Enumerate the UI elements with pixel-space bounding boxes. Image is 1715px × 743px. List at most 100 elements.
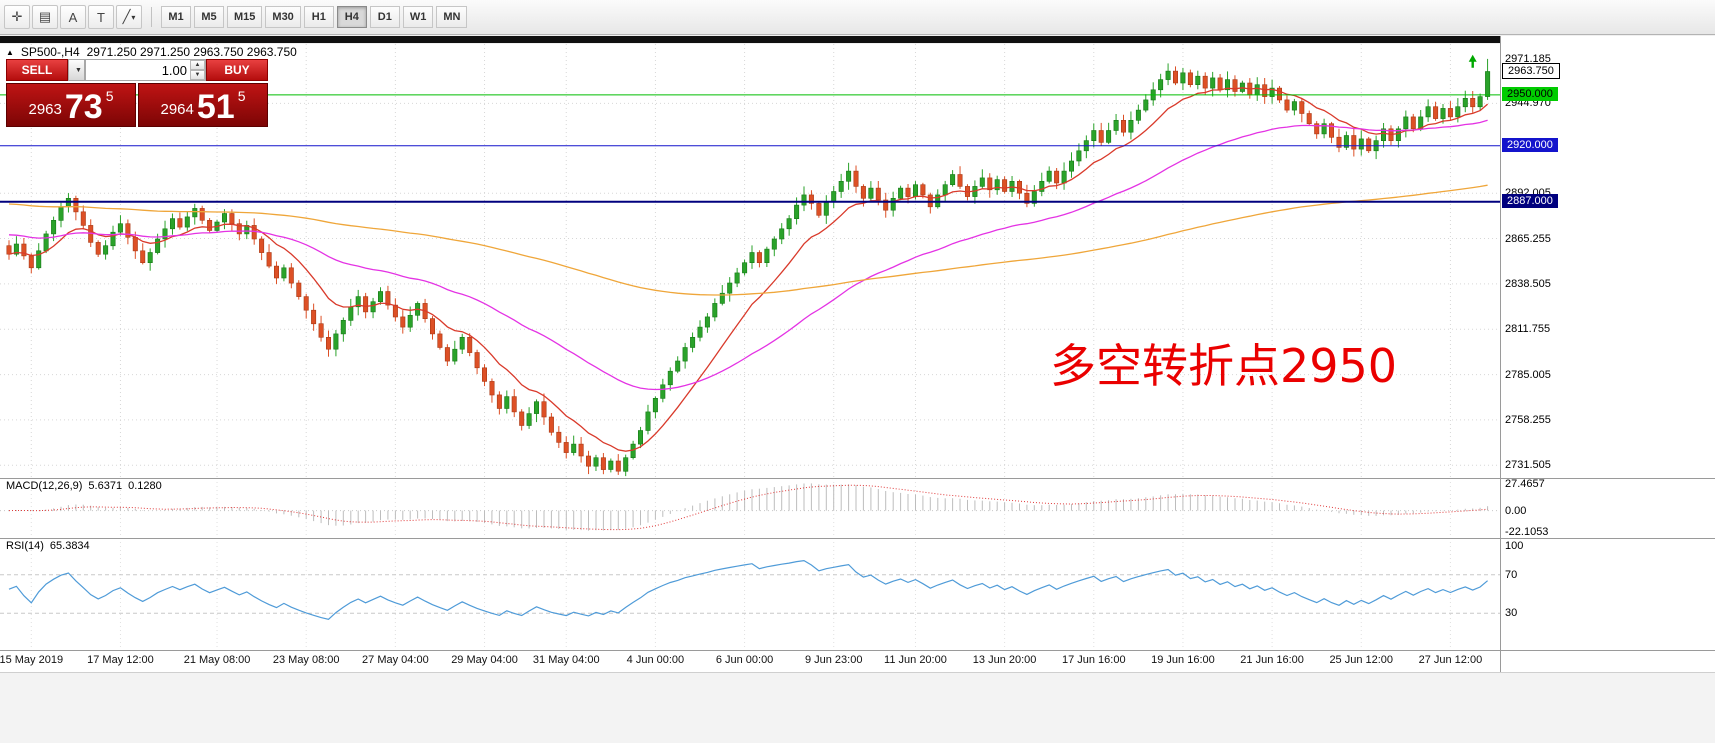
time-axis-label: 15 May 2019 — [0, 654, 64, 666]
time-axis-label: 11 Jun 20:00 — [884, 654, 947, 666]
time-axis-label: 21 Jun 16:00 — [1240, 654, 1304, 666]
time-axis-label: 17 May 12:00 — [87, 654, 154, 666]
text-label-icon[interactable]: A — [60, 5, 86, 29]
hline-price-tag: 2950.000 — [1502, 86, 1558, 101]
timeframe-h1-button[interactable]: H1 — [303, 6, 334, 28]
volume-dropdown-button[interactable]: ▼ — [68, 59, 85, 81]
macd-name: MACD(12,26,9) — [6, 480, 83, 492]
axis-tick: 2758.255 — [1505, 413, 1551, 426]
time-axis-label: 6 Jun 00:00 — [715, 654, 774, 666]
pane-separator[interactable] — [0, 538, 1715, 539]
chart-window-top-strip — [0, 36, 1500, 43]
grid-glyph: ▤ — [38, 9, 52, 24]
draw-shapes-icon[interactable]: ╱ ▾ — [116, 5, 142, 29]
bid-price-box[interactable]: 2963 73 5 — [6, 83, 136, 127]
macd-axis-tick: 0.00 — [1505, 504, 1527, 517]
timeframe-d1-button[interactable]: D1 — [369, 6, 400, 28]
grid-icon[interactable]: ▤ — [32, 5, 58, 29]
hline-price-tag: 2920.000 — [1502, 137, 1558, 152]
time-axis-label: 27 May 04:00 — [362, 654, 429, 666]
ask-prefix: 2964 — [160, 101, 194, 118]
macd-signal-value: 0.1280 — [128, 480, 162, 492]
timeframe-m5-button[interactable]: M5 — [194, 6, 224, 28]
chart-annotation-text: 多空转折点2950 — [1050, 339, 1398, 393]
one-click-trade-panel: SELL ▼ ▲ ▼ BUY 2963 73 5 296 — [6, 59, 268, 127]
macd-axis-tick: 27.4657 — [1505, 478, 1545, 490]
macd-pane[interactable]: MACD(12,26,9) 5.6371 0.1280 — [0, 478, 1500, 538]
volume-field-wrap: ▲ ▼ — [85, 59, 206, 81]
axis-tick: 2838.505 — [1505, 277, 1551, 290]
rsi-canvas[interactable] — [0, 538, 1500, 650]
time-axis-label: 4 Jun 00:00 — [626, 654, 685, 666]
rsi-axis-tick: 30 — [1505, 607, 1518, 620]
macd-label: MACD(12,26,9) 5.6371 0.1280 — [6, 480, 162, 492]
bid-sup-digit: 5 — [105, 88, 114, 104]
time-axis-label: 23 May 08:00 — [272, 654, 340, 666]
ohlc-text: 2971.250 2971.250 2963.750 2963.750 — [86, 45, 297, 59]
axis-high-label: 2971.185 — [1505, 52, 1551, 65]
timeframe-m1-button[interactable]: M1 — [161, 6, 191, 28]
ask-price-box[interactable]: 2964 51 5 — [138, 83, 268, 127]
time-axis-label: 13 Jun 20:00 — [972, 654, 1037, 666]
timeframe-m15-button[interactable]: M15 — [227, 6, 263, 28]
chart-cursor-glyph: ✛ — [11, 9, 23, 24]
volume-down-button[interactable]: ▼ — [190, 70, 205, 80]
time-axis-label: 19 Jun 16:00 — [1151, 654, 1215, 666]
ask-sup-digit: 5 — [237, 88, 246, 104]
macd-axis-tick: -22.1053 — [1505, 526, 1549, 538]
window-bottom-area — [0, 672, 1715, 743]
text-label-glyph: A — [68, 9, 78, 25]
axis-separator — [1500, 36, 1501, 672]
time-axis[interactable]: 15 May 2019 17 May 12:00 21 May 08:00 23 Ma… — [0, 650, 1500, 672]
rsi-pane[interactable]: RSI(14) 65.3834 — [0, 538, 1500, 650]
current-price-tag: 2963.750 — [1502, 62, 1560, 79]
shapes-caret-icon: ▾ — [131, 12, 136, 22]
volume-up-button[interactable]: ▲ — [190, 60, 205, 70]
candlestick-chart-canvas[interactable] — [0, 44, 1500, 478]
text-box-glyph: T — [97, 9, 105, 25]
timeframe-m30-button[interactable]: M30 — [265, 6, 301, 28]
axis-tick: 2865.255 — [1505, 232, 1551, 245]
time-axis-label: 31 May 04:00 — [532, 654, 600, 666]
chart-cursor-icon[interactable]: ✛ — [4, 5, 30, 29]
rsi-axis-tick: 100 — [1505, 540, 1524, 552]
pane-separator[interactable] — [0, 478, 1715, 479]
time-axis-label: 9 Jun 23:00 — [804, 654, 863, 666]
axis-tick: 2811.755 — [1505, 323, 1551, 336]
axis-tick: 2731.505 — [1505, 459, 1551, 472]
pane-separator — [0, 650, 1715, 651]
rsi-label: RSI(14) 65.3834 — [6, 540, 90, 552]
time-axis-label: 21 May 08:00 — [183, 654, 251, 666]
rsi-name: RSI(14) — [6, 540, 44, 552]
time-axis-label: 25 Jun 12:00 — [1329, 654, 1394, 666]
time-axis-label: 27 Jun 12:00 — [1418, 654, 1483, 666]
ask-big-digits: 51 — [196, 88, 235, 127]
text-box-icon[interactable]: T — [88, 5, 114, 29]
symbol-text: SP500-,H4 — [20, 45, 80, 59]
top-toolbar: ✛ ▤ A T ╱ ▾ M1 M5 M15 M30 H1 H4 D1 W1 MN — [0, 0, 1715, 35]
rsi-value: 65.3834 — [49, 540, 90, 552]
volume-input[interactable] — [86, 60, 205, 80]
timeframe-w1-button[interactable]: W1 — [402, 6, 434, 28]
volume-stepper: ▲ ▼ — [190, 60, 205, 80]
rsi-axis-tick: 70 — [1505, 568, 1518, 581]
timeframe-h4-button[interactable]: H4 — [336, 6, 367, 28]
price-axis[interactable]: 2971.1852944.9702892.0052865.2552838.505… — [1500, 36, 1715, 672]
time-axis-label: 29 May 04:00 — [451, 654, 518, 666]
price-chart-pane[interactable]: ▲ SP500-,H4 2971.250 2971.250 2963.750 2… — [0, 44, 1500, 478]
timeframe-mn-button[interactable]: MN — [436, 6, 468, 28]
sell-button[interactable]: SELL — [6, 59, 68, 81]
draw-shapes-glyph: ╱ — [122, 9, 131, 24]
symbol-arrow-icon: ▲ — [6, 47, 14, 57]
bid-prefix: 2963 — [28, 101, 62, 118]
buy-button[interactable]: BUY — [206, 59, 268, 81]
toolbar-separator — [151, 7, 152, 27]
macd-main-value: 5.6371 — [88, 480, 123, 492]
axis-tick: 2785.005 — [1505, 368, 1551, 381]
time-axis-label: 17 Jun 16:00 — [1061, 654, 1126, 666]
bid-big-digits: 73 — [64, 88, 103, 127]
hline-price-tag: 2887.000 — [1502, 193, 1558, 208]
macd-canvas[interactable] — [0, 478, 1500, 538]
chart-symbol-line: ▲ SP500-,H4 2971.250 2971.250 2963.750 2… — [6, 45, 297, 59]
